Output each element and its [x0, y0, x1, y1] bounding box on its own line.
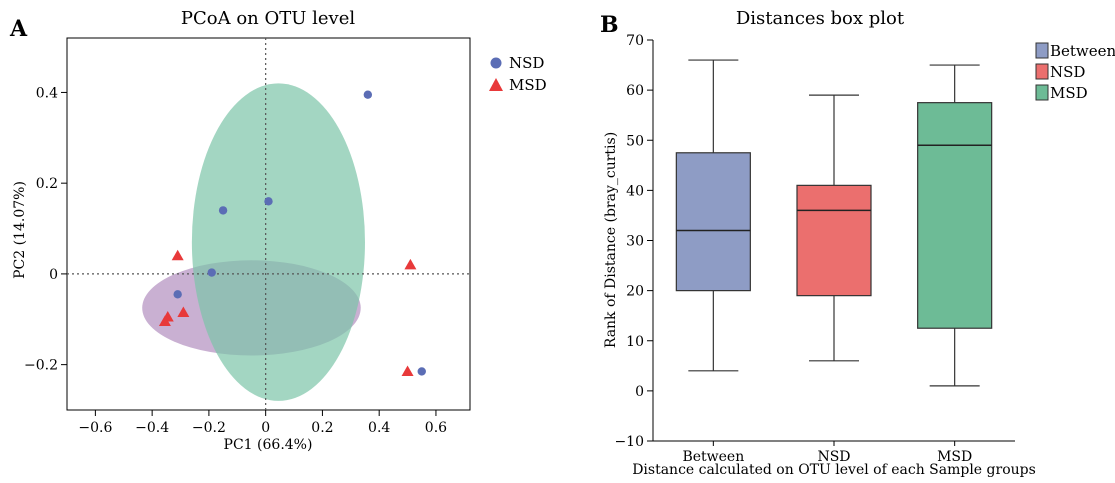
- point-nsd: [173, 290, 182, 299]
- box-nsd: [796, 184, 872, 297]
- legend-label-between: Between: [1050, 42, 1115, 60]
- pcoa-legend: NSD MSD: [489, 54, 547, 94]
- box-msd: [917, 102, 993, 329]
- y-tick-label: −10: [614, 434, 644, 450]
- x-tick-label: NSD: [817, 449, 850, 465]
- y-tick-label: 70: [626, 33, 644, 49]
- legend-swatch-msd: [1035, 84, 1049, 101]
- y-tick-label: 0: [49, 267, 58, 283]
- legend-label-msd: MSD: [509, 76, 547, 94]
- x-tick-label: 0: [261, 420, 270, 436]
- point-msd: [171, 249, 184, 261]
- point-nsd: [363, 90, 373, 99]
- pcoa-x-axis: −0.6 −0.4 −0.2 0 0.2 0.4 0.6: [78, 410, 447, 436]
- y-tick-label: 50: [626, 133, 644, 149]
- panel-a-label: A: [9, 16, 28, 42]
- legend-label-nsd: NSD: [509, 54, 544, 72]
- boxplot-title: Distances box plot: [736, 8, 905, 29]
- ellipse-nsd: [191, 83, 365, 401]
- x-tick-label: −0.4: [135, 420, 169, 436]
- legend-marker-nsd: [490, 57, 502, 69]
- x-tick-label: 0.4: [368, 420, 390, 436]
- boxplot-panel: B Distances box plot −10 0 10 20 30 40 50 60 70 B…: [600, 8, 1115, 478]
- boxplot-legend: Between NSD MSD: [1035, 42, 1115, 102]
- legend-label-nsd: NSD: [1050, 63, 1085, 81]
- point-msd: [401, 365, 414, 376]
- y-tick-label: 10: [626, 334, 644, 350]
- legend-swatch-between: [1035, 42, 1049, 59]
- pcoa-reference-lines: [67, 38, 470, 410]
- point-nsd: [218, 206, 228, 215]
- x-tick-label: −0.6: [78, 420, 112, 436]
- box-between: [675, 152, 751, 292]
- legend-swatch-nsd: [1035, 63, 1049, 80]
- legend-marker-msd: [489, 78, 503, 91]
- legend-label-msd: MSD: [1050, 84, 1088, 102]
- y-tick-label: 0.4: [36, 85, 58, 101]
- pcoa-plot-frame: [66, 37, 471, 411]
- y-tick-label: 0: [635, 384, 644, 400]
- pcoa-y-axis: −0.2 0 0.2 0.4: [24, 85, 67, 374]
- pcoa-points: [158, 90, 426, 376]
- point-msd: [404, 258, 417, 270]
- y-tick-label: 60: [626, 83, 644, 99]
- x-tick-label: −0.2: [192, 420, 226, 436]
- pcoa-title: PCoA on OTU level: [181, 8, 355, 29]
- y-tick-label: 30: [626, 234, 644, 250]
- boxplot-axes: −10 0 10 20 30 40 50 60 70 Between NSD MSD: [614, 33, 1015, 465]
- point-msd: [177, 306, 190, 317]
- panel-b-label: B: [600, 12, 619, 38]
- point-nsd: [417, 367, 426, 376]
- pcoa-panel: A PCoA on OTU level −0.6 −0.4 −0.2 0 0.2 0.4 0…: [9, 8, 547, 453]
- x-tick-label: 0.6: [425, 420, 447, 436]
- boxplot-x-axis-label: Distance calculated on OTU level of each…: [632, 462, 1036, 478]
- y-tick-label: 40: [626, 183, 644, 199]
- y-tick-label: −0.2: [24, 358, 58, 374]
- x-tick-label: MSD: [937, 449, 972, 465]
- pcoa-x-axis-label: PC1 (66.4%): [224, 437, 313, 453]
- pcoa-ellipses: [142, 83, 365, 401]
- x-tick-label: 0.2: [311, 420, 333, 436]
- pcoa-y-axis-label: PC2 (14.07%): [12, 181, 28, 279]
- point-msd: [158, 315, 171, 327]
- point-nsd: [264, 197, 273, 206]
- boxplot-boxes: [675, 59, 993, 387]
- point-nsd: [207, 268, 216, 277]
- x-tick-label: Between: [682, 449, 744, 465]
- y-tick-label: 20: [626, 284, 644, 300]
- boxplot-y-axis-label: Rank of Distance (bray_curtis): [603, 132, 619, 348]
- y-tick-label: 0.2: [36, 176, 58, 192]
